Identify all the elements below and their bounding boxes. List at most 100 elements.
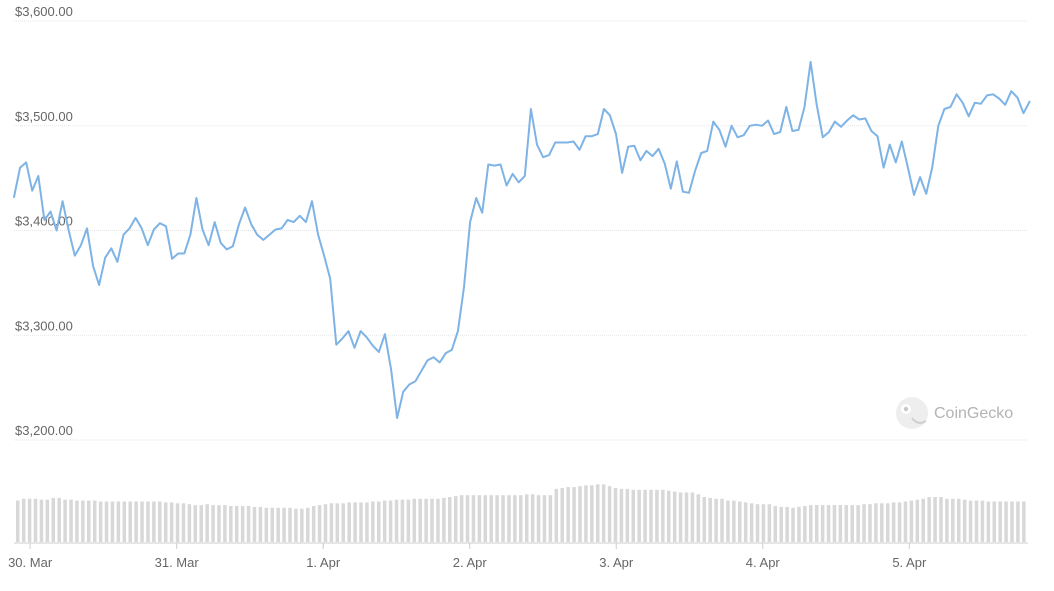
volume-bar <box>921 498 925 542</box>
volume-bar <box>915 499 920 542</box>
volume-bar <box>684 492 689 542</box>
volume-bar <box>956 498 961 542</box>
volume-bar <box>430 498 434 542</box>
volume-bar <box>637 489 641 542</box>
volume-bar <box>57 497 61 542</box>
volume-bar <box>1010 501 1014 542</box>
volume-bar <box>625 488 630 542</box>
volume-bar <box>140 501 144 542</box>
volume-bar <box>773 506 778 542</box>
volume-bar <box>459 495 464 542</box>
y-axis-ticks: $3,200.00$3,300.00$3,400.00$3,500.00$3,6… <box>15 4 73 438</box>
volume-bar <box>903 501 908 542</box>
volume-bar <box>394 499 399 542</box>
volume-bar <box>448 497 452 542</box>
volume-bar <box>294 508 298 542</box>
y-tick-label: $3,600.00 <box>15 4 73 19</box>
volume-bar <box>820 505 825 542</box>
y-tick-label: $3,200.00 <box>15 423 73 438</box>
x-axis-ticks: 30. Mar 31. Mar 1. Apr 2. Apr 3. Apr 4. Apr 5.… <box>8 543 927 570</box>
volume-bar <box>193 505 198 542</box>
volume-bar <box>631 489 636 542</box>
volume-bar <box>282 507 286 542</box>
price-line[interactable] <box>13 60 1031 419</box>
volume-bar <box>412 498 417 542</box>
volume-bar <box>158 501 162 542</box>
watermark-text: CoinGecko <box>934 405 1013 422</box>
volume-bar <box>175 503 180 542</box>
volume-bar <box>341 503 346 542</box>
volume-bar <box>116 501 121 542</box>
x-tick-label: 31. Mar <box>155 555 200 570</box>
volume-bar <box>755 504 760 542</box>
volume-bar <box>885 503 890 542</box>
volume-bar <box>501 495 505 542</box>
x-tick-label: 4. Apr <box>746 555 781 570</box>
volume-bar <box>726 500 730 542</box>
volume-bar <box>542 495 547 542</box>
volume-bar <box>388 500 393 542</box>
volume-bar <box>566 487 570 542</box>
volume-bar <box>371 501 375 542</box>
volume-bar <box>92 500 97 542</box>
volume-bar <box>418 498 422 542</box>
volume-bar <box>81 500 85 542</box>
volume-bar <box>530 494 535 542</box>
volume-bar <box>720 498 724 542</box>
volume-bar <box>672 491 677 542</box>
volume-bar <box>163 502 168 542</box>
volume-bar <box>649 489 653 542</box>
volume-bar <box>856 505 860 542</box>
volume-bar <box>211 505 215 542</box>
volume-bar <box>619 488 624 542</box>
volume-bar <box>205 504 209 542</box>
gridlines <box>14 20 1028 441</box>
volume-bar <box>252 506 257 542</box>
volume-bar <box>708 497 712 542</box>
volume-bar <box>400 499 405 542</box>
volume-bar <box>134 501 138 542</box>
volume-bar <box>761 504 766 542</box>
volume-bar <box>442 497 446 542</box>
volume-bar <box>323 504 328 542</box>
volume-bar <box>524 494 529 542</box>
volume-bar <box>276 507 280 542</box>
volume-bar <box>152 501 156 542</box>
volume-bar <box>767 504 772 542</box>
volume-bar <box>477 495 482 542</box>
volume-bar <box>264 507 269 542</box>
price-series[interactable] <box>13 60 1031 419</box>
volume-bar <box>199 505 203 542</box>
volume-bar <box>779 506 783 542</box>
volume-bar <box>87 500 91 542</box>
volume-bar <box>933 497 937 542</box>
volume-bar <box>424 498 428 542</box>
volume-bar <box>51 497 56 542</box>
volume-bar <box>317 505 322 542</box>
volume-bar <box>572 487 576 542</box>
volume-bar <box>110 501 115 542</box>
volume-bar <box>874 503 878 542</box>
volume-bar <box>743 502 748 542</box>
volume-bar <box>187 504 192 542</box>
volume-bar <box>436 498 440 542</box>
volume-bar <box>1022 501 1026 542</box>
volume-bar <box>939 497 943 542</box>
volume-bar <box>785 506 789 542</box>
volume-bar <box>749 503 754 542</box>
volume-bar <box>359 502 363 542</box>
volume-bar <box>495 495 499 542</box>
volume-bar <box>33 498 38 542</box>
volume-bar <box>16 500 20 542</box>
volume-bar <box>601 484 606 542</box>
volume-bar <box>234 506 239 542</box>
volume-bar <box>181 503 186 542</box>
volume-bar <box>489 495 493 542</box>
volume-bar <box>465 495 470 542</box>
volume-bar <box>945 498 949 542</box>
x-tick-label: 5. Apr <box>892 555 927 570</box>
volume-bar <box>897 502 902 542</box>
volume-bar <box>980 500 985 542</box>
